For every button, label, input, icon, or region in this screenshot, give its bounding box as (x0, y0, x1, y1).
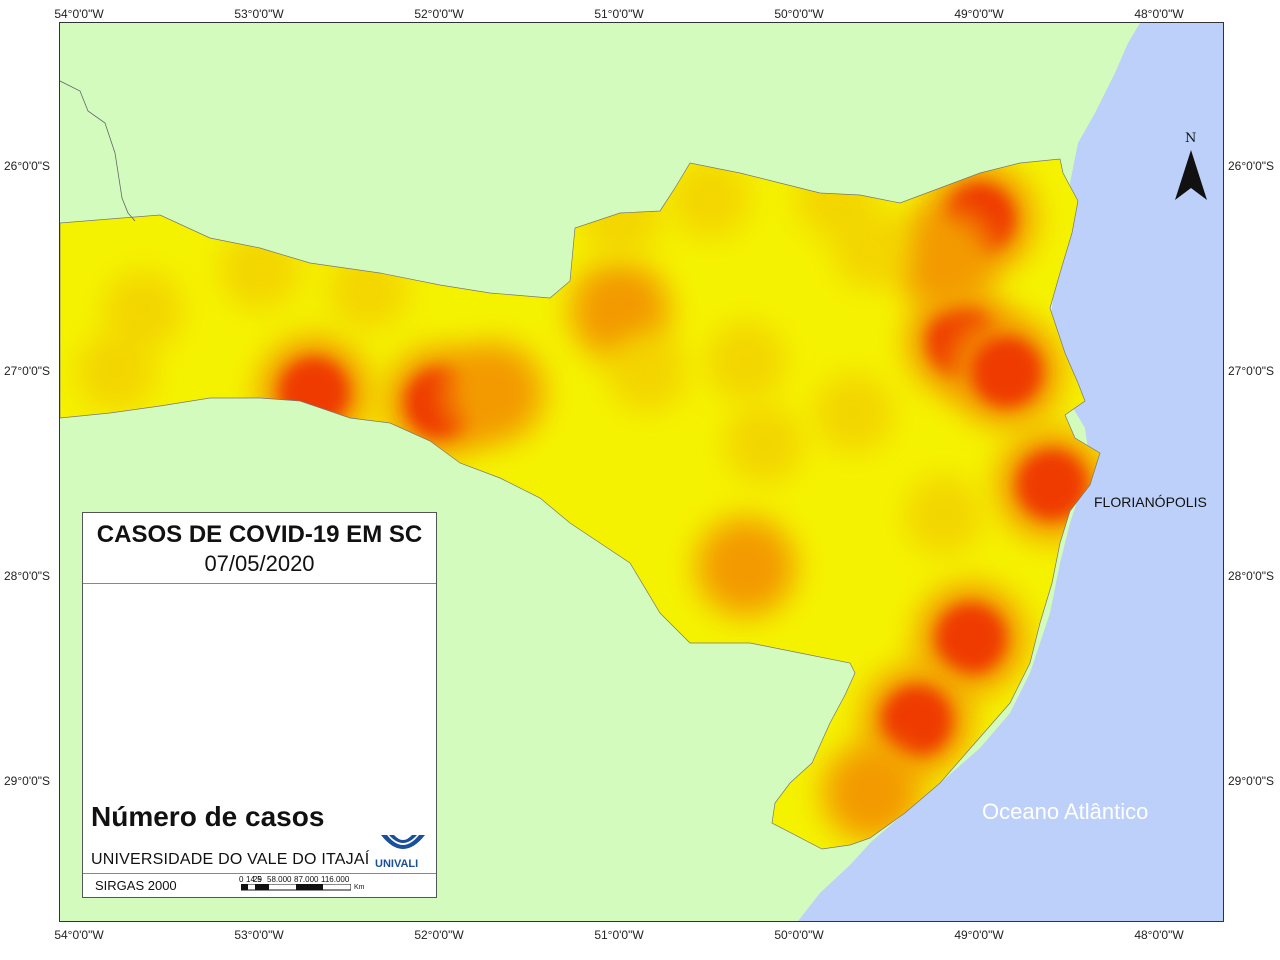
map-title: CASOS DE COVID-19 EM SC (96, 521, 423, 548)
city-label-florianopolis: FLORIANÓPOLIS (1094, 494, 1207, 510)
legend-divider-bottom (83, 873, 436, 874)
scale-bar-graphic (241, 884, 351, 891)
axis-left-tick: 26°0'0"S (4, 159, 51, 173)
hotspot-core (593, 283, 647, 338)
hotspot-low (705, 321, 787, 403)
axis-right-tick: 27°0'0"S (1228, 364, 1275, 378)
hotspot-halo (813, 372, 895, 454)
hotspot-medium (694, 515, 798, 619)
ocean-area (798, 23, 1223, 921)
axis-right-tick: 29°0'0"S (1228, 774, 1275, 788)
axis-top-tick: 53°0'0"W (234, 7, 284, 21)
axis-top-tick: 49°0'0"W (954, 7, 1004, 21)
hotspot-halo (669, 159, 751, 239)
state-outline (60, 158, 1101, 850)
axis-bottom-tick: 48°0'0"W (1134, 928, 1184, 942)
hotspot-low (606, 331, 688, 413)
hotspot-low (75, 331, 157, 413)
scale-tick: 58.000 (267, 875, 292, 884)
scale-tick: 29 (253, 875, 262, 884)
axis-top-tick: 51°0'0"W (594, 7, 644, 21)
hotspot-core (917, 232, 971, 286)
scale-unit: Km (354, 884, 365, 891)
axis-left-tick: 28°0'0"S (4, 569, 51, 583)
axis-bottom-tick: 53°0'0"W (234, 928, 284, 942)
hotspot-core (467, 365, 521, 420)
map-date: 07/05/2020 (204, 551, 315, 576)
hotspot-halo (723, 403, 805, 485)
hotspot-halo (831, 208, 913, 290)
hotspot-medium (892, 207, 996, 311)
scale-tick: 14.5 (246, 875, 262, 884)
hotspot-low (831, 208, 913, 290)
north-arrow-icon (1175, 150, 1207, 200)
legend-divider (83, 583, 436, 584)
scale-bar: 0 14.5 29 58.000 87.000 116.000 Km (239, 875, 365, 895)
axis-bottom-tick: 51°0'0"W (594, 928, 644, 942)
hotspot-low (903, 475, 985, 556)
axis-right-tick: 28°0'0"S (1228, 569, 1275, 583)
hotspot-core (971, 336, 1043, 408)
ocean-label: Oceano Atlântico (982, 799, 1149, 824)
hotspot-core (1016, 449, 1088, 521)
axis-top-tick: 52°0'0"W (414, 7, 464, 21)
hotspot-high (914, 581, 1028, 696)
axis-bottom-tick: 52°0'0"W (414, 928, 464, 942)
hotspot-core (935, 602, 1007, 675)
hotspot-medium (442, 341, 546, 444)
hotspot-halo (705, 321, 787, 403)
legend-cases-label: Número de casos (91, 801, 325, 832)
scale-tick: 87.000 (294, 875, 319, 884)
hotspot-low (102, 270, 184, 351)
axis-top-tick: 54°0'0"W (54, 7, 104, 21)
hotspot-core (845, 765, 899, 819)
scale-tick: 0 (239, 875, 244, 884)
hotspot-halo (102, 270, 184, 351)
univali-logo-icon (381, 835, 425, 849)
hotspot-low (723, 403, 805, 485)
axis-left-tick: 27°0'0"S (4, 364, 51, 378)
hotspot-halo (75, 331, 157, 413)
axis-right-tick: 26°0'0"S (1228, 159, 1275, 173)
datum-label: SIRGAS 2000 (95, 878, 177, 893)
axis-bottom-tick: 50°0'0"W (774, 928, 824, 942)
axis-bottom-tick: 54°0'0"W (54, 928, 104, 942)
legend-panel: CASOS DE COVID-19 EM SC 07/05/2020 Númer… (82, 512, 437, 898)
hotspot-low (669, 159, 751, 239)
hotspot-core (719, 540, 773, 594)
hotspot-low (813, 372, 895, 454)
logo-text: UNIVALI (375, 858, 419, 870)
state-santa-catarina[interactable] (60, 159, 1100, 849)
north-label: N (1185, 131, 1197, 146)
hotspot-high (950, 315, 1064, 429)
university-name: UNIVERSIDADE DO VALE DO ITAJAÍ (91, 851, 370, 868)
hotspot-halo (903, 475, 985, 556)
axis-left-tick: 29°0'0"S (4, 774, 51, 788)
hotspot-halo (606, 331, 688, 413)
scale-tick: 116.000 (321, 875, 350, 884)
axis-top-tick: 50°0'0"W (774, 7, 824, 21)
hotspot-core (881, 684, 953, 757)
axis-bottom-tick: 49°0'0"W (954, 928, 1004, 942)
international-border (60, 80, 136, 222)
axis-top-tick: 48°0'0"W (1134, 7, 1184, 21)
